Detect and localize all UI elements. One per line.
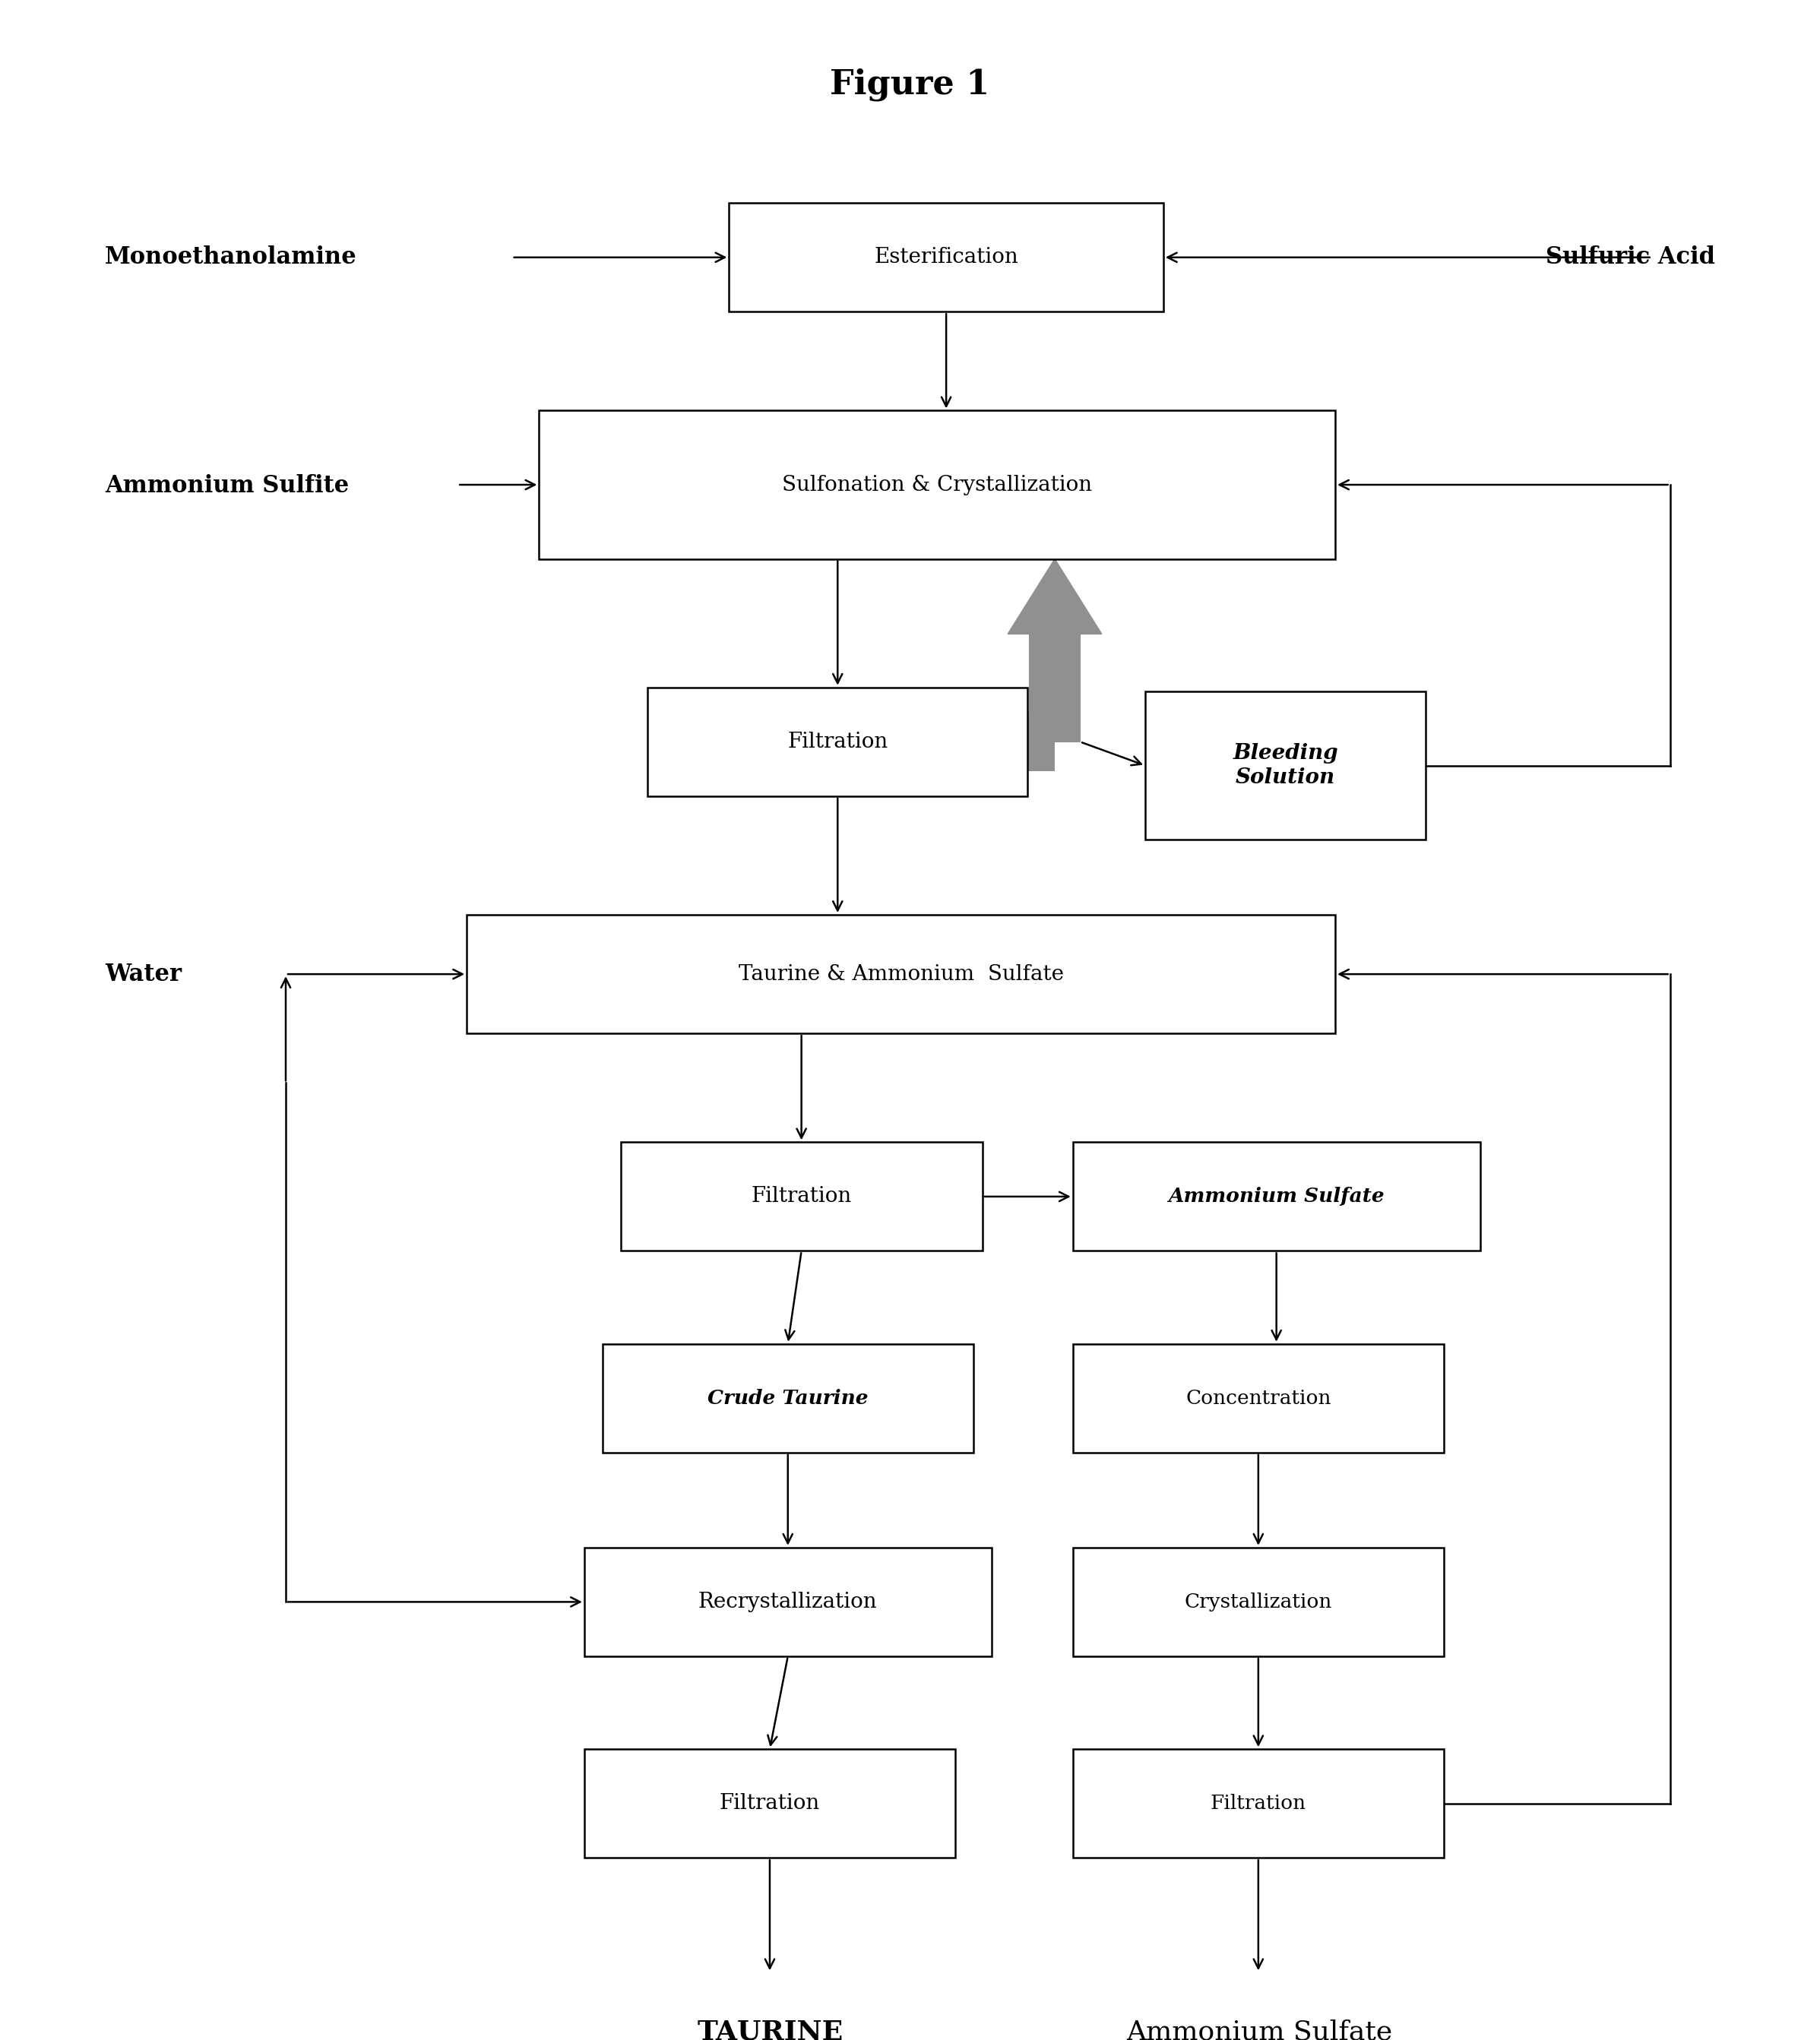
Text: Ammonium Sulfate: Ammonium Sulfate: [1127, 2020, 1392, 2040]
Text: Esterification: Esterification: [874, 247, 1017, 267]
FancyBboxPatch shape: [621, 1142, 983, 1251]
Text: Ammonium Sulfate: Ammonium Sulfate: [1168, 1187, 1385, 1206]
Text: Ammonium Sulfite: Ammonium Sulfite: [106, 473, 349, 498]
Text: TAURINE: TAURINE: [697, 2020, 844, 2040]
Text: Sulfonation & Crystallization: Sulfonation & Crystallization: [783, 475, 1092, 496]
FancyBboxPatch shape: [648, 687, 1028, 796]
FancyBboxPatch shape: [584, 1748, 956, 1858]
FancyArrow shape: [1008, 559, 1101, 743]
Text: Monoethanolamine: Monoethanolamine: [106, 245, 357, 269]
Text: Filtration: Filtration: [788, 732, 888, 753]
FancyBboxPatch shape: [1072, 1748, 1443, 1858]
Text: Crystallization: Crystallization: [1185, 1593, 1332, 1612]
Text: Crude Taurine: Crude Taurine: [708, 1389, 868, 1408]
FancyBboxPatch shape: [730, 204, 1163, 312]
FancyBboxPatch shape: [1072, 1548, 1443, 1656]
FancyBboxPatch shape: [466, 914, 1336, 1034]
Text: Taurine & Ammonium  Sulfate: Taurine & Ammonium Sulfate: [739, 963, 1063, 985]
Text: Recrystallization: Recrystallization: [699, 1591, 877, 1612]
FancyBboxPatch shape: [1145, 692, 1425, 840]
Text: Filtration: Filtration: [752, 1187, 852, 1208]
Text: Figure 1: Figure 1: [830, 67, 990, 100]
Text: Sulfuric Acid: Sulfuric Acid: [1545, 245, 1714, 269]
FancyBboxPatch shape: [1072, 1142, 1480, 1251]
Text: Water: Water: [106, 963, 182, 985]
FancyBboxPatch shape: [602, 1344, 974, 1452]
FancyBboxPatch shape: [584, 1548, 992, 1656]
Text: Filtration: Filtration: [719, 1793, 821, 1814]
Text: Concentration: Concentration: [1185, 1389, 1330, 1408]
Text: Bleeding
Solution: Bleeding Solution: [1232, 743, 1338, 787]
FancyBboxPatch shape: [539, 410, 1336, 559]
FancyBboxPatch shape: [1028, 712, 1056, 771]
FancyBboxPatch shape: [1072, 1344, 1443, 1452]
Text: Filtration: Filtration: [1210, 1793, 1307, 1814]
